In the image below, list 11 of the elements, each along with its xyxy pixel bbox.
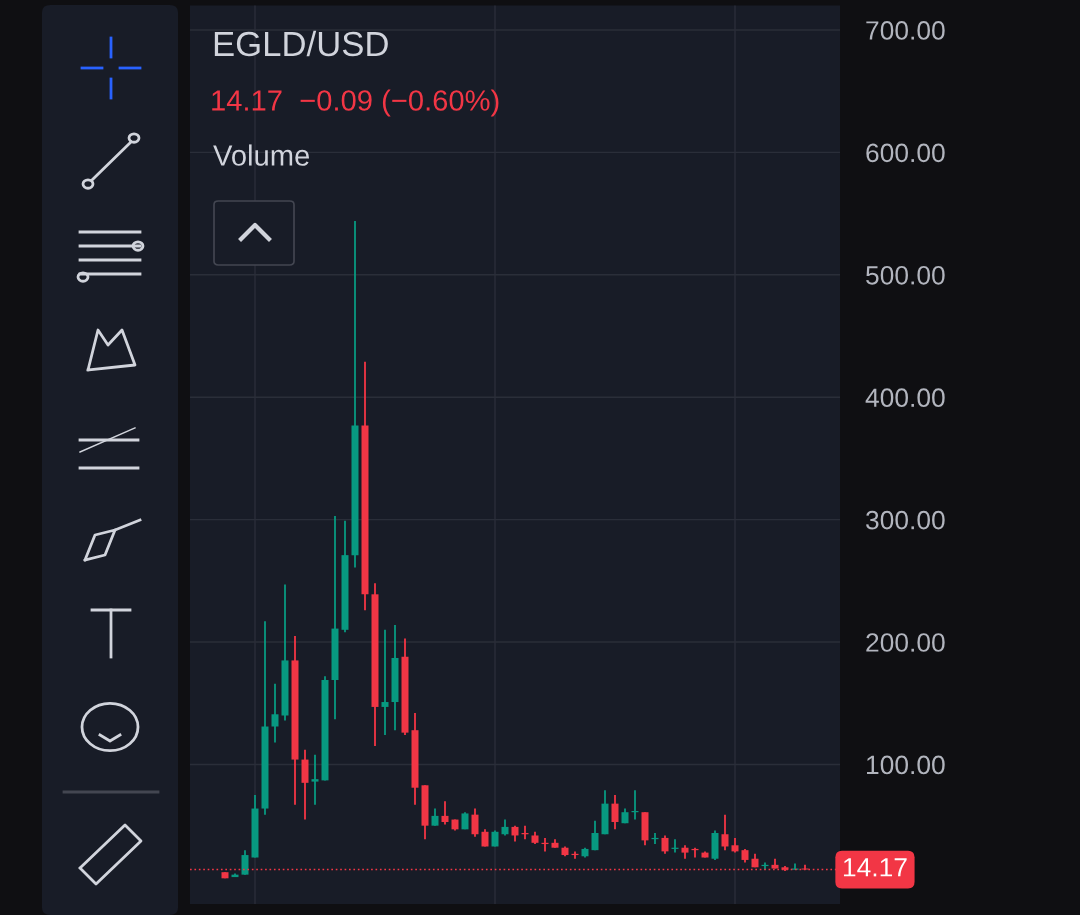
y-tick-label: 600.00 [866, 143, 945, 163]
y-tick-label: 400.00 [865, 388, 945, 408]
y-tick-label: 100.00 [867, 755, 945, 775]
y-tick-label: 200.00 [866, 633, 945, 652]
y-tick-label: 700.00 [866, 21, 945, 40]
text: 14.17 −0.09 (−0.60%) [212, 89, 499, 117]
y-tick-label: 500.00 [866, 265, 945, 285]
ref-line-label: 14.17 [843, 858, 907, 877]
text: EGLD/USD [214, 30, 388, 57]
y-tick-label: 300.00 [866, 510, 945, 530]
annotation: Volume [213, 144, 309, 166]
